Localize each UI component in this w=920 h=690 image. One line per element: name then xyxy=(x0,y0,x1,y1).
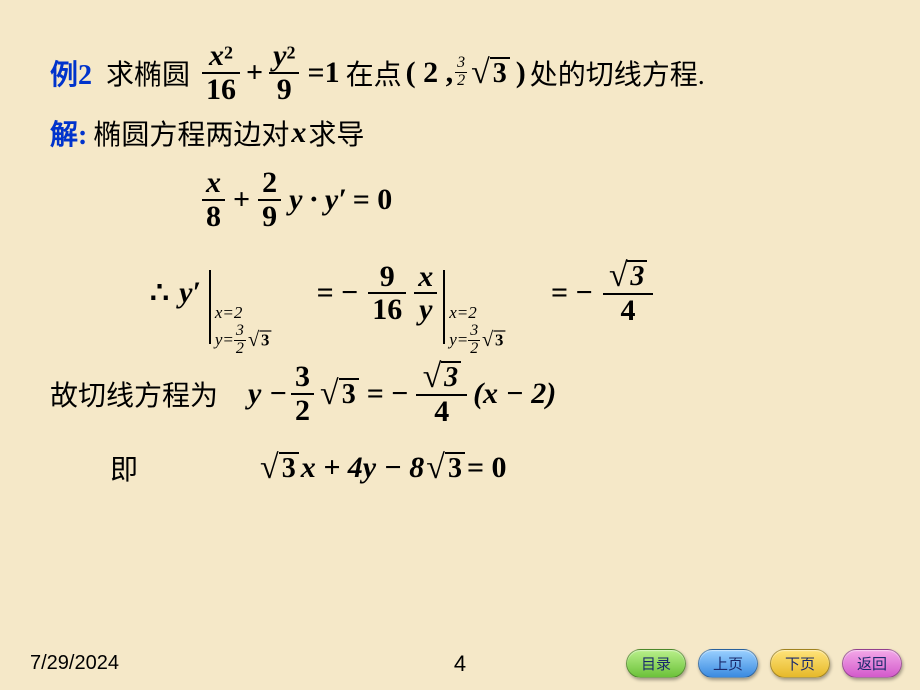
footer: 7/29/2024 4 目录 上页 下页 返回 xyxy=(0,649,920,678)
next-button[interactable]: 下页 xyxy=(770,649,830,678)
solution-label: 解: xyxy=(50,113,87,153)
line-solution-intro: 解: 椭圆方程两边对 x 求导 xyxy=(50,113,870,153)
page-number: 4 xyxy=(454,651,466,677)
fraction-y: y2 9 xyxy=(269,40,299,105)
slide: 例2 求椭圆 x2 16 + y2 9 =1 在点 ( 2 , 3 2 √3 )… xyxy=(0,0,920,690)
line-tangent: 故切线方程为 y − 3 2 √3 = − √3 4 (x − 2) xyxy=(50,360,870,428)
toc-button[interactable]: 目录 xyxy=(626,649,686,678)
therefore-symbol: ∴ xyxy=(150,276,169,311)
eval-bar xyxy=(209,270,211,344)
line-evaluate: ∴ y′ x=2 y= 3 2 √3 = − 9 16 xyxy=(150,256,870,330)
nav-buttons: 目录 上页 下页 返回 xyxy=(626,649,902,678)
sqrt: √3 xyxy=(471,56,510,90)
line-problem: 例2 求椭圆 x2 16 + y2 9 =1 在点 ( 2 , 3 2 √3 )… xyxy=(50,40,870,105)
fraction-x: x2 16 xyxy=(202,40,240,105)
date-text: 7/29/2024 xyxy=(30,652,119,675)
line-deriv-eq: x 8 + 2 9 y · y′ = 0 xyxy=(200,167,870,232)
back-button[interactable]: 返回 xyxy=(842,649,902,678)
text: 求椭圆 xyxy=(106,53,190,93)
eval-conditions: x=2 y= 3 2 √3 xyxy=(215,304,289,358)
line-final: 即 √3 x + 4y − 8 √3 = 0 xyxy=(110,448,870,488)
prev-button[interactable]: 上页 xyxy=(698,649,758,678)
example-label: 例2 xyxy=(50,53,92,93)
